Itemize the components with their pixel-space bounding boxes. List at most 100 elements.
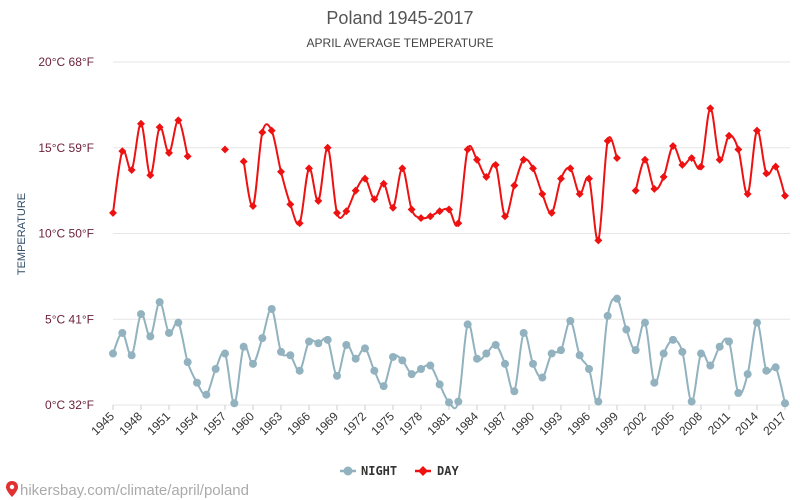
- source-text[interactable]: hikersbay.com/climate/april/poland: [20, 482, 249, 499]
- series-night-point[interactable]: [127, 351, 136, 360]
- series-day-point[interactable]: [771, 162, 780, 171]
- series-night-point[interactable]: [183, 358, 192, 367]
- legend-item-day[interactable]: DAY: [415, 464, 459, 478]
- legend-item-night[interactable]: NIGHT: [340, 464, 397, 478]
- series-day-point[interactable]: [781, 191, 789, 200]
- series-day-point[interactable]: [547, 208, 556, 217]
- series-night-point[interactable]: [753, 318, 761, 327]
- series-night-point[interactable]: [333, 371, 341, 380]
- series-night-point[interactable]: [454, 397, 463, 406]
- series-night-point[interactable]: [230, 399, 239, 408]
- series-day-point[interactable]: [529, 164, 537, 173]
- series-night-point[interactable]: [389, 352, 397, 361]
- series-day-point[interactable]: [249, 202, 257, 211]
- series-night-point[interactable]: [519, 328, 528, 337]
- series-day-point[interactable]: [426, 212, 435, 221]
- series-night-point[interactable]: [342, 340, 351, 349]
- series-night-point[interactable]: [445, 398, 453, 407]
- series-day-point[interactable]: [295, 219, 304, 228]
- series-night-point[interactable]: [706, 361, 715, 370]
- series-night-point[interactable]: [631, 346, 640, 355]
- series-day-point[interactable]: [725, 131, 733, 140]
- series-day-point[interactable]: [174, 116, 183, 125]
- series-day-point[interactable]: [594, 236, 603, 245]
- series-night-point[interactable]: [305, 337, 313, 346]
- series-day-point[interactable]: [482, 172, 491, 181]
- series-day-point[interactable]: [669, 142, 677, 150]
- series-day-point[interactable]: [762, 169, 771, 178]
- series-day-point[interactable]: [407, 205, 416, 214]
- series-night-point[interactable]: [314, 339, 323, 348]
- series-night-point[interactable]: [678, 347, 687, 356]
- series-night-point[interactable]: [473, 354, 481, 363]
- series-day-point[interactable]: [305, 164, 313, 173]
- series-night-point[interactable]: [426, 361, 435, 370]
- series-night-point[interactable]: [510, 387, 519, 396]
- series-day-point[interactable]: [454, 219, 463, 228]
- series-day-point[interactable]: [183, 152, 192, 161]
- series-night-point[interactable]: [239, 342, 248, 351]
- series-night-point[interactable]: [529, 359, 537, 368]
- series-night-point[interactable]: [613, 294, 621, 303]
- series-night-point[interactable]: [697, 349, 705, 358]
- series-night-point[interactable]: [743, 370, 752, 379]
- series-day-point[interactable]: [463, 145, 472, 154]
- series-day-point[interactable]: [650, 184, 659, 193]
- series-night-point[interactable]: [501, 359, 509, 368]
- series-night-point[interactable]: [585, 364, 593, 373]
- series-night-point[interactable]: [547, 349, 556, 358]
- series-day-point[interactable]: [361, 174, 369, 183]
- series-day-point[interactable]: [221, 145, 229, 154]
- series-night-point[interactable]: [211, 364, 220, 373]
- series-day-point[interactable]: [613, 154, 621, 162]
- series-night-point[interactable]: [622, 325, 631, 334]
- series-day-point[interactable]: [435, 207, 444, 216]
- series-day-point[interactable]: [239, 157, 248, 166]
- series-day-point[interactable]: [743, 190, 752, 199]
- series-night-point[interactable]: [669, 335, 677, 344]
- series-day-point[interactable]: [165, 148, 173, 157]
- series-night-point[interactable]: [165, 328, 173, 337]
- series-night-point[interactable]: [650, 378, 659, 387]
- series-day-point[interactable]: [519, 155, 528, 164]
- source-link[interactable]: hikersbay.com/climate/april/poland: [6, 481, 249, 499]
- series-night-point[interactable]: [566, 316, 575, 325]
- series-day-point[interactable]: [379, 179, 388, 188]
- series-night-point[interactable]: [193, 378, 201, 387]
- series-night-point[interactable]: [771, 363, 780, 372]
- series-day-point[interactable]: [146, 171, 155, 180]
- series-night-point[interactable]: [202, 390, 211, 399]
- series-day-point[interactable]: [333, 208, 341, 217]
- series-day-point[interactable]: [501, 212, 509, 221]
- series-night-point[interactable]: [538, 373, 547, 382]
- series-day-point[interactable]: [715, 155, 724, 164]
- series-day-point[interactable]: [323, 143, 332, 152]
- series-night-point[interactable]: [603, 311, 612, 320]
- series-day-point[interactable]: [641, 155, 649, 164]
- series-night-point[interactable]: [221, 349, 229, 358]
- series-day-point[interactable]: [557, 174, 565, 183]
- series-day-point[interactable]: [370, 195, 379, 204]
- series-day-point[interactable]: [137, 119, 145, 128]
- series-day-point[interactable]: [734, 145, 743, 154]
- series-day-point[interactable]: [389, 203, 397, 212]
- series-night-point[interactable]: [379, 382, 388, 391]
- series-day-point[interactable]: [398, 164, 407, 173]
- series-night-point[interactable]: [575, 351, 584, 360]
- series-day-point[interactable]: [417, 214, 425, 223]
- series-day-point[interactable]: [697, 162, 705, 171]
- series-day-point[interactable]: [267, 126, 276, 135]
- series-day-point[interactable]: [603, 136, 612, 145]
- series-day-point[interactable]: [445, 205, 453, 214]
- series-day-point[interactable]: [473, 155, 481, 164]
- series-day-point[interactable]: [351, 186, 360, 195]
- series-day-point[interactable]: [286, 200, 295, 209]
- series-night-point[interactable]: [286, 351, 295, 360]
- series-night-point[interactable]: [137, 310, 145, 319]
- series-night-point[interactable]: [715, 342, 724, 351]
- series-night-point[interactable]: [659, 349, 668, 358]
- series-night-point[interactable]: [323, 335, 332, 344]
- series-day-point[interactable]: [538, 190, 547, 199]
- series-night-point[interactable]: [482, 349, 491, 358]
- series-day-point[interactable]: [706, 104, 715, 113]
